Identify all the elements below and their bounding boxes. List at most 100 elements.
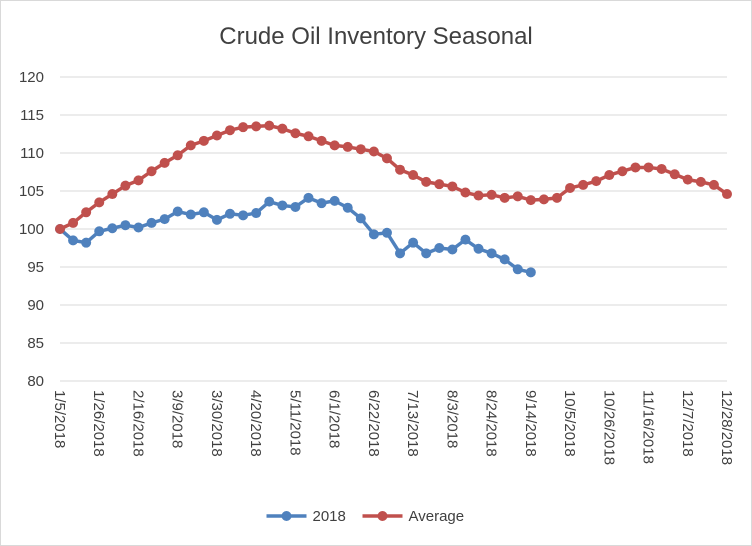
point [225,208,236,219]
x-tick-label: 1/26/2018 [90,390,107,457]
point [565,182,576,193]
point [381,153,392,164]
point [159,214,170,225]
point [525,195,536,206]
y-tick-label: 120 [19,69,44,86]
point [630,162,641,173]
x-tick-label: 1/5/2018 [51,390,68,448]
x-tick-label: 10/26/2018 [600,390,617,465]
point [238,210,249,221]
x-tick-label: 7/13/2018 [404,390,421,457]
point [290,128,301,139]
point [551,192,562,203]
point [146,166,157,177]
x-tick-label: 12/28/2018 [718,390,735,465]
point [329,195,340,206]
x-tick-label: 2/16/2018 [129,390,146,457]
point [55,224,65,234]
point [264,196,275,207]
point [238,122,249,133]
point [277,200,288,211]
point [447,244,458,255]
point [68,235,79,246]
point [251,121,262,132]
y-tick-label: 95 [27,259,44,276]
point [408,237,419,248]
point [355,144,366,155]
point [656,163,667,174]
point [146,217,157,228]
point [342,202,353,213]
point [225,125,236,136]
point [81,207,92,218]
x-tick-label: 6/22/2018 [365,390,382,457]
x-tick-label: 12/7/2018 [679,390,696,457]
point [368,146,379,157]
point [277,123,288,134]
point [107,189,118,200]
point [512,191,523,202]
point [460,187,471,198]
y-tick-label: 110 [20,145,44,162]
point [120,180,131,191]
point [682,174,693,185]
point [643,162,654,173]
point [120,220,131,231]
point [251,208,262,219]
point [198,135,209,146]
point [669,169,680,180]
point [342,141,353,152]
point [133,175,144,186]
point [355,213,366,224]
point [316,198,327,209]
point [316,135,327,146]
point [172,206,183,217]
point [290,201,301,212]
point [421,176,432,187]
point [434,243,445,253]
point [68,217,79,228]
point [303,131,314,142]
point [381,227,392,238]
y-tick-label: 115 [20,107,44,124]
point [499,192,510,203]
point [434,179,445,190]
point [421,248,432,259]
point [94,197,105,208]
point [499,254,510,265]
point [460,234,471,245]
point [473,190,484,201]
point [264,120,275,131]
point [107,223,118,234]
x-tick-label: 9/14/2018 [522,390,539,457]
point [525,267,536,278]
point [512,264,523,275]
x-tick-label: 10/5/2018 [561,390,578,457]
point [591,176,602,187]
point [198,207,209,218]
point [473,243,484,254]
x-tick-label: 11/16/2018 [640,390,657,464]
chart-title: Crude Oil Inventory Seasonal [219,23,533,50]
point [395,248,406,259]
x-tick-label: 3/9/2018 [169,390,186,448]
point [617,166,628,177]
point [447,181,458,192]
legend-marker [281,511,292,521]
x-tick-label: 3/30/2018 [208,390,225,457]
x-tick-label: 8/3/2018 [443,390,460,448]
point [185,209,196,220]
point [578,179,589,190]
point [486,248,497,259]
x-tick-label: 6/1/2018 [326,390,343,448]
y-tick-label: 105 [19,183,44,200]
point [722,189,732,200]
point [159,157,170,168]
point [329,140,340,151]
point [708,179,719,190]
point [185,140,196,151]
y-tick-label: 90 [27,297,44,314]
point [604,170,615,181]
